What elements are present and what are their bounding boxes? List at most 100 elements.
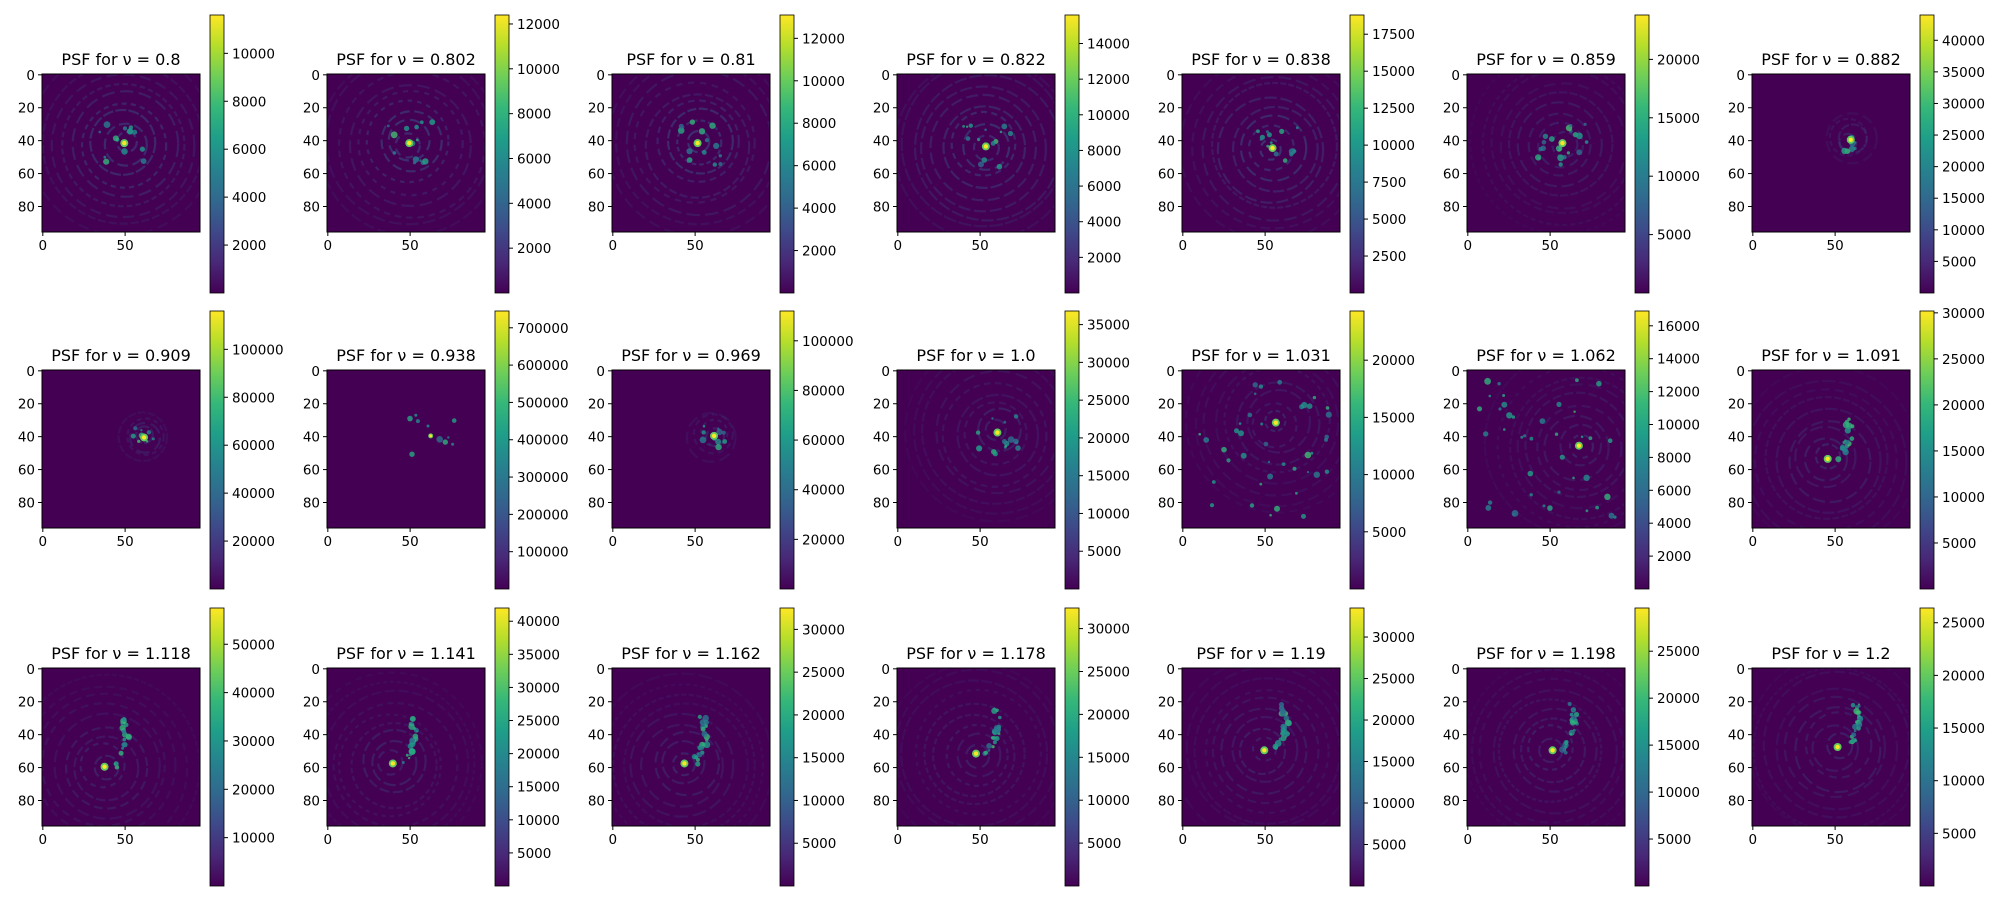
psf-speckle <box>414 413 418 417</box>
psf-speckle <box>1253 392 1257 396</box>
psf-panel: PSF for ν = 0.802 0 50 0 20 40 60 80 2000 4000 600… <box>303 14 560 294</box>
psf-fringe <box>977 407 1022 453</box>
y-tick-label: 40 <box>873 134 890 150</box>
psf-fringe <box>1825 112 1878 165</box>
colorbar <box>494 607 510 887</box>
psf-speckle <box>1240 452 1247 459</box>
colorbar-tick-label: 35000 <box>1942 65 1985 81</box>
colorbar-tick-label: 8000 <box>1657 450 1691 466</box>
panel-title: PSF for ν = 0.938 <box>336 346 476 365</box>
psf-fringe <box>337 713 442 818</box>
colorbar-tick-label: 5000 <box>1087 836 1121 852</box>
colorbar-tick-label: 10000 <box>232 831 275 847</box>
y-tick-label: 40 <box>303 134 320 150</box>
psf-axes-frame <box>1181 667 1341 827</box>
psf-fringe <box>135 425 154 445</box>
psf-speckle <box>1843 448 1848 453</box>
psf-speckle <box>686 160 690 163</box>
colorbar-tick-label: 10000 <box>1372 468 1415 484</box>
psf-speckle <box>1557 490 1561 494</box>
psf-speckle <box>415 419 420 424</box>
psf-speckle <box>698 128 706 135</box>
psf-peak <box>141 435 147 440</box>
colorbar-tick-label: 4000 <box>232 190 266 206</box>
psf-speckle <box>122 126 128 131</box>
y-tick-label: 80 <box>588 495 605 511</box>
psf-speckle <box>1256 129 1260 134</box>
psf-speckle <box>1527 470 1534 477</box>
psf-panel: PSF for ν = 1.178 0 50 0 20 40 60 80 5000 10000 15… <box>873 607 1130 887</box>
psf-fringe <box>1794 706 1882 794</box>
panel-title: PSF for ν = 1.198 <box>1476 644 1616 663</box>
psf-speckle <box>1483 431 1489 437</box>
psf-speckle <box>386 124 390 128</box>
colorbar-tick-label: 30000 <box>232 734 275 750</box>
colorbar <box>1634 14 1650 294</box>
psf-speckle <box>701 150 707 155</box>
psf-fringe <box>692 413 734 455</box>
y-tick-label: 60 <box>1728 761 1745 777</box>
psf-fringe <box>1478 677 1625 824</box>
psf-image <box>897 370 1055 528</box>
psf-speckle <box>146 430 152 435</box>
psf-speckle <box>1574 718 1578 722</box>
x-tick-label: 0 <box>1464 832 1473 848</box>
psf-speckle <box>1557 154 1564 162</box>
psf-speckle <box>1259 482 1263 486</box>
psf-fringe <box>1469 74 1625 232</box>
psf-speckle <box>412 161 417 165</box>
psf-speckle <box>137 439 141 443</box>
psf-fringe <box>1527 112 1592 177</box>
psf-speckle <box>1013 438 1019 445</box>
y-tick-label: 20 <box>18 101 35 117</box>
psf-fringe <box>1231 715 1299 783</box>
psf-speckle <box>390 131 398 139</box>
psf-fringe <box>350 721 438 810</box>
colorbar-tick-label: 15000 <box>517 780 560 796</box>
psf-fringe <box>1239 114 1308 182</box>
psf-fringe <box>612 683 764 826</box>
psf-speckle <box>1841 147 1848 155</box>
colorbar <box>1919 607 1935 887</box>
psf-speckle <box>1273 151 1279 157</box>
psf-panel: PSF for ν = 0.909 0 50 0 20 40 60 80 20000 40000 6… <box>18 310 284 590</box>
psf-fringe <box>1220 707 1308 795</box>
psf-speckle <box>701 731 708 737</box>
x-tick-label: 50 <box>1542 238 1559 254</box>
psf-speckle <box>701 430 706 435</box>
psf-speckle <box>1608 512 1615 519</box>
colorbar-tick-label: 4000 <box>1087 215 1121 231</box>
y-tick-label: 40 <box>18 134 35 150</box>
y-tick-label: 40 <box>303 430 320 446</box>
psf-axes-frame <box>1751 667 1911 827</box>
psf-speckle <box>1854 141 1857 144</box>
psf-fringe <box>1568 433 1595 460</box>
panel-title: PSF for ν = 0.8 <box>61 50 180 69</box>
psf-peak <box>122 140 127 146</box>
psf-speckle <box>132 129 138 135</box>
y-tick-label: 40 <box>18 728 35 744</box>
psf-fringe <box>387 118 431 162</box>
psf-speckle <box>1848 740 1853 744</box>
y-tick-label: 0 <box>881 68 890 84</box>
y-tick-label: 80 <box>18 495 35 511</box>
psf-speckle <box>1265 130 1269 134</box>
y-tick-label: 80 <box>1443 199 1460 215</box>
y-tick-label: 0 <box>26 68 35 84</box>
psf-speckle <box>1854 739 1858 742</box>
y-tick-label: 60 <box>1728 463 1745 479</box>
psf-fringe <box>1551 130 1579 159</box>
colorbar <box>1634 310 1650 590</box>
y-tick-label: 40 <box>1728 134 1745 150</box>
colorbar-tick-label: 30000 <box>517 680 560 696</box>
psf-fringe <box>380 110 443 173</box>
psf-speckle <box>412 156 420 163</box>
psf-fringe <box>935 370 1055 495</box>
psf-speckle <box>1849 436 1855 441</box>
colorbar-tick-label: 5000 <box>802 836 836 852</box>
psf-fringe <box>126 417 165 456</box>
psf-fringe <box>640 723 724 808</box>
psf-fringe <box>929 93 1038 202</box>
psf-speckle <box>694 755 699 760</box>
colorbar-tick-label: 7500 <box>1372 175 1406 191</box>
